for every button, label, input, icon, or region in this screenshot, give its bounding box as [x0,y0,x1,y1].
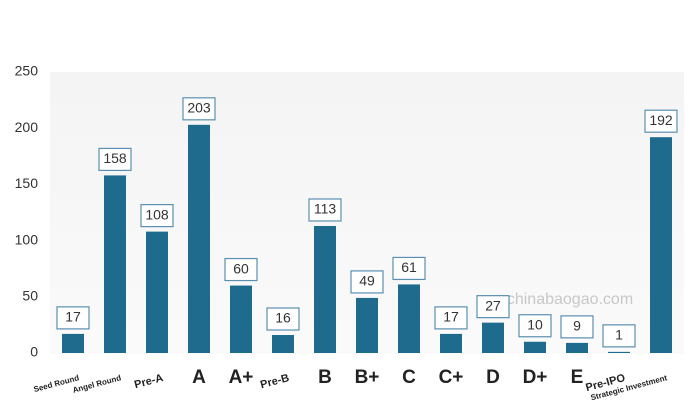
bar [62,333,84,353]
bar [314,225,336,353]
x-tick-label: E [571,367,584,388]
bar [188,124,210,353]
value-label-box [98,147,132,172]
bar [524,341,546,353]
value-label-box [560,315,594,339]
value-label: 158 [103,150,127,166]
bar [146,231,168,353]
y-tick-label: 150 [15,175,39,191]
value-label: 17 [443,309,459,325]
bar [482,322,504,353]
value-label-box [644,109,678,133]
bar [398,284,420,353]
value-label-box [434,306,468,330]
value-label: 27 [485,297,501,313]
x-tick-label: Angel Round [72,373,123,395]
y-tick-label: 250 [15,63,39,79]
value-label-box [140,204,174,228]
x-tick-label: Pre-A [133,372,165,391]
value-label: 60 [233,260,249,276]
x-tick-label: C [402,367,416,388]
x-tick-label: D [486,367,500,388]
value-label: 192 [649,112,673,128]
x-tick-label: A+ [229,367,254,388]
x-tick-label: D+ [523,367,548,388]
value-label-box [476,295,510,319]
value-label: 49 [359,273,375,289]
y-tick-label: 200 [15,119,39,135]
value-label: 16 [275,310,291,326]
x-tick-label: A [192,367,206,388]
bar [272,335,294,353]
x-tick-label: C+ [439,367,464,388]
value-label: 1 [615,327,623,343]
value-label-box [56,306,90,330]
value-label: 17 [65,309,81,325]
bar [230,285,252,353]
value-label-box [392,256,426,281]
value-label: 203 [187,100,211,116]
value-label-box [518,314,552,338]
value-label: 10 [527,316,543,332]
bar [650,137,672,353]
value-label-box [350,270,384,294]
value-label-box [224,257,258,282]
bar [440,333,462,353]
value-label: 61 [401,259,417,275]
value-label: 9 [573,318,581,334]
x-tick-label: B+ [355,367,380,388]
value-label-box [182,97,216,121]
y-tick-label: 100 [15,231,39,247]
y-tick-label: 50 [22,288,38,304]
bar [566,342,588,353]
x-tick-label: B [318,367,332,388]
bar [104,175,126,353]
bar [356,297,378,353]
x-tick-label: Pre-B [259,372,291,391]
watermark: chinabaogao.com [507,291,633,308]
value-label: 113 [314,201,337,217]
value-label: 108 [145,206,169,222]
value-label-box [308,198,342,222]
value-label-box [602,324,636,348]
value-label-box [266,307,300,331]
y-tick-label: 0 [30,344,38,360]
bar [608,351,630,353]
